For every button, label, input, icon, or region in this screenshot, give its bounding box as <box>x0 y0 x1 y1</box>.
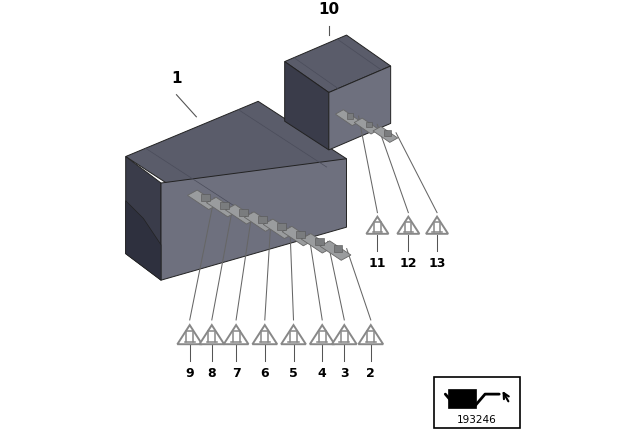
Polygon shape <box>263 219 294 238</box>
Polygon shape <box>125 201 161 280</box>
Polygon shape <box>202 194 210 202</box>
Polygon shape <box>281 325 306 344</box>
Text: 10: 10 <box>318 2 339 17</box>
Polygon shape <box>224 325 248 344</box>
FancyBboxPatch shape <box>447 389 476 408</box>
Text: 3: 3 <box>340 367 349 380</box>
Polygon shape <box>320 241 351 260</box>
Text: 4: 4 <box>318 367 326 380</box>
Polygon shape <box>332 325 356 344</box>
Polygon shape <box>296 231 305 238</box>
Polygon shape <box>334 245 342 252</box>
Text: 9: 9 <box>186 367 194 380</box>
Polygon shape <box>244 212 275 231</box>
Polygon shape <box>200 325 224 344</box>
Polygon shape <box>188 190 218 210</box>
Polygon shape <box>310 325 335 344</box>
Polygon shape <box>426 217 448 234</box>
Polygon shape <box>315 238 323 245</box>
Polygon shape <box>285 35 390 92</box>
Polygon shape <box>347 113 353 119</box>
FancyBboxPatch shape <box>434 377 520 428</box>
Polygon shape <box>259 216 267 223</box>
Polygon shape <box>384 130 391 136</box>
Text: 1: 1 <box>172 71 182 86</box>
Polygon shape <box>301 233 332 253</box>
Text: 193246: 193246 <box>457 414 497 425</box>
Polygon shape <box>161 159 346 280</box>
Text: 5: 5 <box>289 367 298 380</box>
Polygon shape <box>177 325 202 344</box>
Text: 8: 8 <box>207 367 216 380</box>
Polygon shape <box>358 325 383 344</box>
Polygon shape <box>220 202 229 209</box>
Polygon shape <box>365 121 372 127</box>
Polygon shape <box>239 209 248 216</box>
Polygon shape <box>125 101 346 214</box>
Polygon shape <box>397 217 419 234</box>
Polygon shape <box>354 118 379 134</box>
Polygon shape <box>277 224 285 230</box>
Text: 6: 6 <box>260 367 269 380</box>
Text: 13: 13 <box>428 257 445 270</box>
Polygon shape <box>282 226 313 246</box>
Text: 12: 12 <box>399 257 417 270</box>
Text: 11: 11 <box>369 257 386 270</box>
Polygon shape <box>252 325 277 344</box>
Polygon shape <box>329 66 390 150</box>
Polygon shape <box>373 126 397 142</box>
Polygon shape <box>285 61 329 150</box>
Polygon shape <box>125 156 161 280</box>
Text: 7: 7 <box>232 367 241 380</box>
Polygon shape <box>225 205 256 224</box>
Polygon shape <box>366 217 388 234</box>
Polygon shape <box>207 198 237 217</box>
Polygon shape <box>335 110 360 125</box>
Text: 2: 2 <box>367 367 375 380</box>
